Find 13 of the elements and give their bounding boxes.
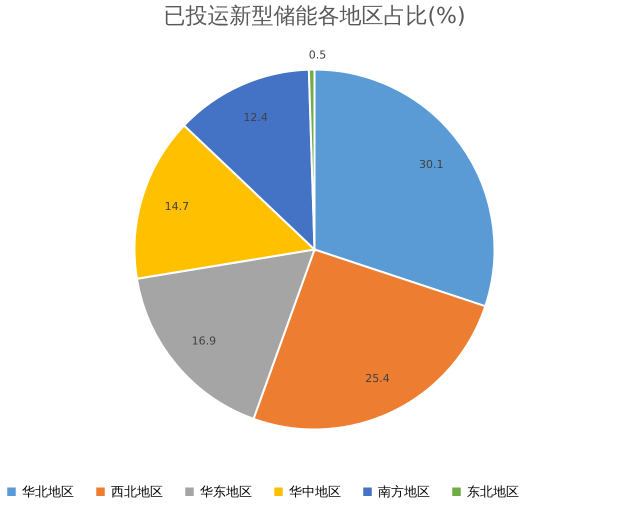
data-label: 14.7 [164,200,190,214]
legend-label: 西北地区 [111,484,163,500]
legend-label: 华东地区 [200,484,252,500]
data-label: 16.9 [192,334,216,348]
legend-label: 东北地区 [467,484,519,500]
legend-label: 南方地区 [378,484,430,500]
data-label: 25.4 [365,372,390,386]
legend-label: 华北地区 [22,484,74,500]
chart-title: 已投运新型储能各地区占比(%) [163,4,466,29]
data-label: 0.5 [308,48,326,62]
data-label: 30.1 [419,158,444,172]
data-label: 12.4 [243,111,268,124]
legend-label: 华中地区 [289,484,341,500]
